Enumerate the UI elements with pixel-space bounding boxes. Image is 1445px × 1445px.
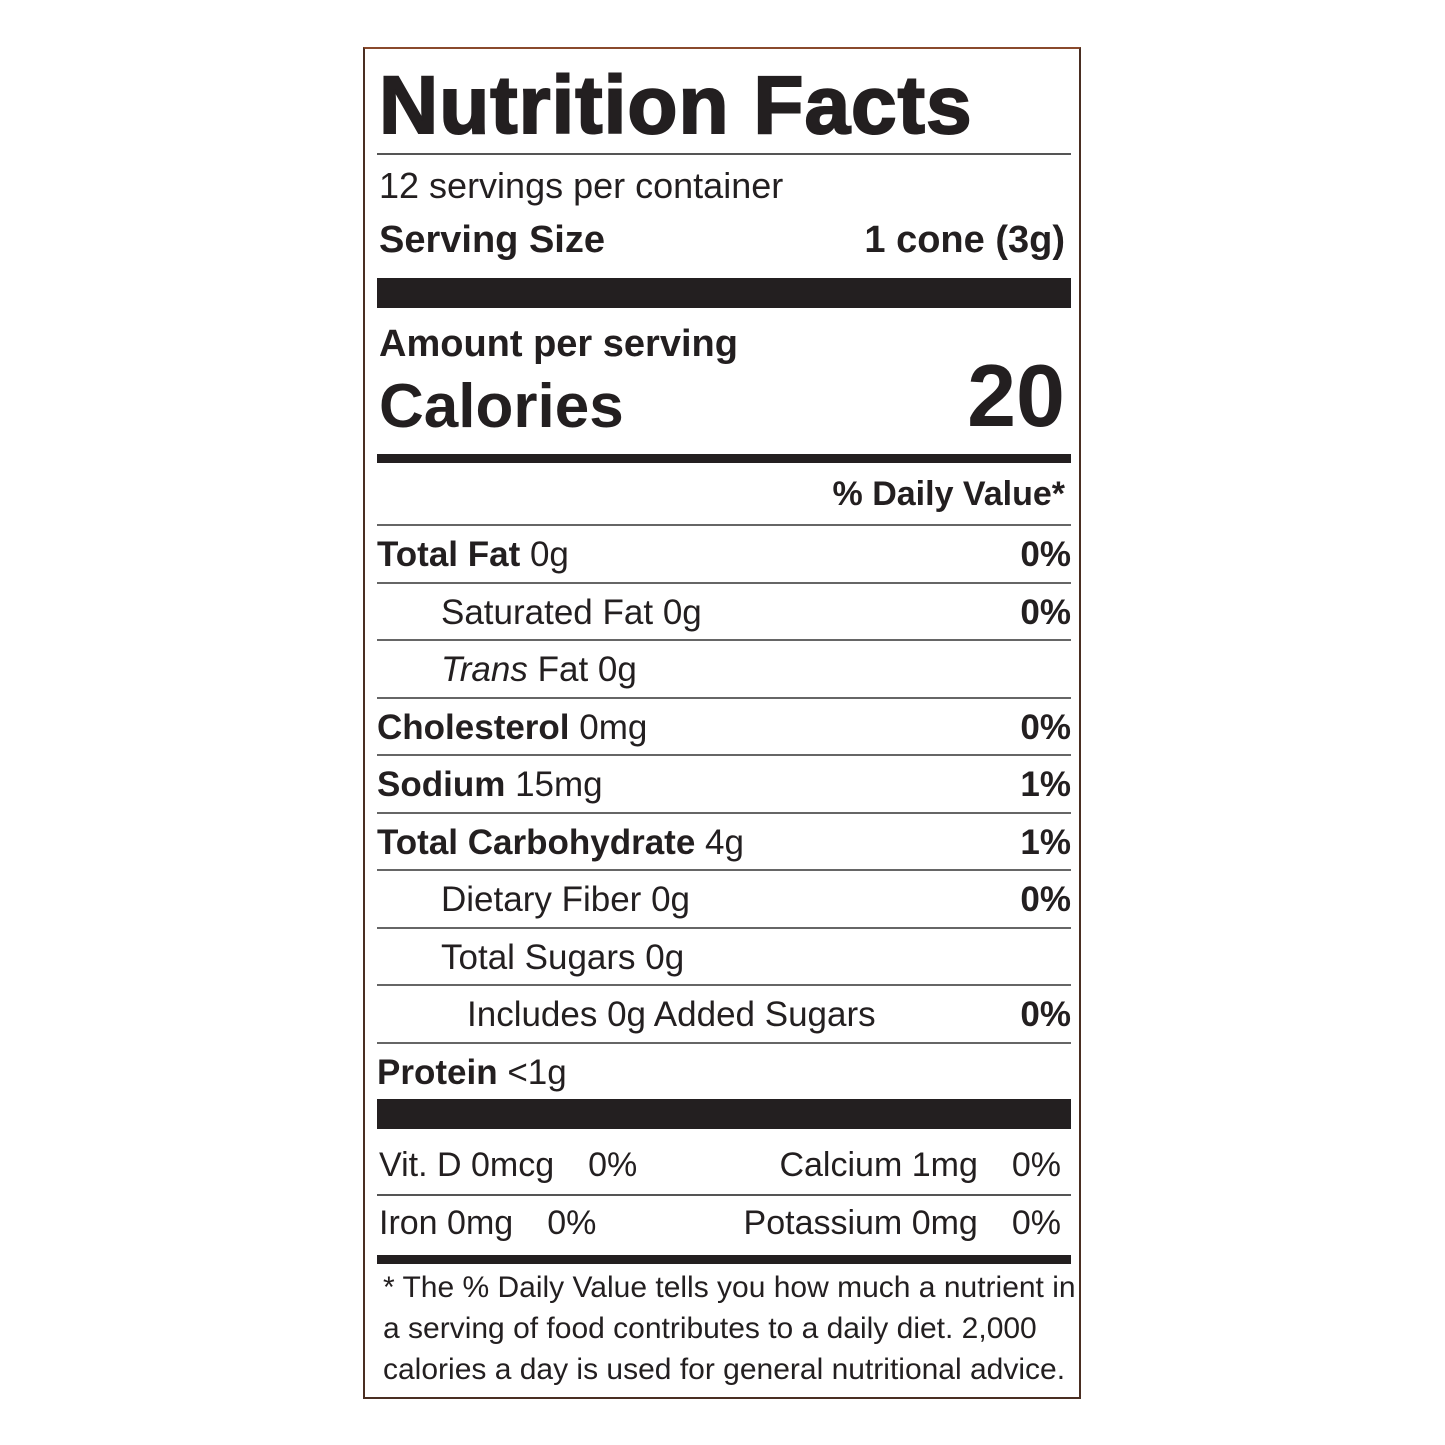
nutrient-name: Includes 0g Added Sugars bbox=[467, 995, 876, 1034]
nutrient-label: Includes 0g Added Sugars bbox=[467, 986, 876, 1043]
nutrient-name: Protein bbox=[377, 1052, 498, 1092]
calories-value: 20 bbox=[967, 346, 1065, 445]
nutrient-row: Saturated Fat 0g 0% bbox=[377, 581, 1071, 641]
nutrient-dv: 0% bbox=[1020, 880, 1071, 919]
nutrient-row: Total Carbohydrate 4g 1% bbox=[377, 811, 1071, 871]
nutrient-label: Cholesterol 0mg bbox=[377, 699, 647, 756]
vitamin-label: Vit. D 0mcg bbox=[379, 1146, 555, 1184]
footnote-line: calories a day is used for general nutri… bbox=[383, 1353, 1066, 1386]
nutrient-dv: 1% bbox=[1020, 765, 1071, 804]
nutrient-italic: Trans bbox=[441, 650, 528, 689]
vitamin: Potassium 0mg 0% bbox=[744, 1195, 1061, 1252]
nutrient-label: Total Sugars 0g bbox=[441, 929, 684, 986]
vitamin-dv: 0% bbox=[588, 1146, 638, 1184]
nutrient-amount: 0g bbox=[645, 937, 685, 977]
nutrient-row: Dietary Fiber 0g 0% bbox=[377, 869, 1071, 928]
serving-size-value: 1 cone (3g) bbox=[864, 219, 1065, 261]
nutrient-dv: 0% bbox=[1020, 995, 1071, 1034]
vitamin-dv: 0% bbox=[1011, 1204, 1061, 1242]
nutrient-dv: 1% bbox=[1020, 822, 1071, 862]
divider bbox=[377, 1194, 1071, 1196]
nutrient-name: Total Fat bbox=[377, 535, 521, 574]
vitamin-row: Vit. D 0mcg 0% Calcium 1mg 0% bbox=[377, 1137, 1061, 1194]
vitamin: Vit. D 0mcg 0% bbox=[379, 1137, 637, 1194]
calories-label: Calories bbox=[379, 372, 624, 441]
amount-per-serving: Amount per serving bbox=[379, 323, 738, 365]
nutrient-label: Dietary Fiber 0g bbox=[441, 871, 690, 928]
nutrient-name: Dietary Fiber bbox=[441, 880, 642, 919]
nutrient-amount: 0mg bbox=[579, 707, 648, 747]
nutrient-label: Sodium 15mg bbox=[377, 756, 603, 813]
vitamin-label: Calcium 1mg bbox=[779, 1146, 978, 1184]
nutrient-row: Sodium 15mg 1% bbox=[377, 754, 1071, 813]
daily-value-header: % Daily Value* bbox=[832, 475, 1065, 513]
title: Nutrition Facts bbox=[378, 59, 973, 152]
nutrient-name: Saturated Fat bbox=[441, 592, 654, 632]
nutrient-amount: 0g bbox=[597, 650, 637, 689]
nutrient-amount: <1g bbox=[507, 1052, 567, 1092]
footnote-line: a serving of food contributes to a daily… bbox=[383, 1312, 1037, 1345]
nutrient-label: Total Carbohydrate 4g bbox=[377, 814, 744, 871]
nutrient-amount: 0g bbox=[651, 880, 690, 919]
nutrient-label: Trans Fat 0g bbox=[441, 641, 637, 698]
nutrient-dv: 0% bbox=[1020, 535, 1071, 574]
nutrient-row: Cholesterol 0mg 0% bbox=[377, 696, 1071, 756]
servings: 12 servings per container bbox=[379, 165, 784, 206]
nutrient-name: Sodium bbox=[377, 765, 506, 804]
nutrient-label: Protein <1g bbox=[377, 1044, 567, 1101]
vitamin-dv: 0% bbox=[547, 1204, 597, 1242]
serving-size-label: Serving Size bbox=[379, 219, 605, 261]
nutrient-name: Total Carbohydrate bbox=[377, 822, 696, 862]
nutrient-row: Total Sugars 0g bbox=[377, 926, 1071, 986]
nutrient-amount: 15mg bbox=[515, 765, 603, 804]
nutrient-name: Total Sugars bbox=[441, 937, 636, 977]
nutrient-row: Includes 0g Added Sugars 0% bbox=[377, 984, 1071, 1043]
nutrient-row: Total Fat 0g 0% bbox=[377, 524, 1071, 583]
nutrient-amount: 0g bbox=[662, 592, 702, 632]
nutrient-name: Fat bbox=[537, 650, 589, 689]
nutrient-label: Total Fat 0g bbox=[377, 526, 569, 583]
vitamin-dv: 0% bbox=[1011, 1146, 1061, 1184]
vitamin: Calcium 1mg 0% bbox=[779, 1137, 1061, 1194]
nutrition-label: Nutrition Facts 12 servings per containe… bbox=[363, 47, 1081, 1399]
nutrient-amount: 0g bbox=[529, 535, 569, 574]
nutrient-row: Protein <1g bbox=[377, 1041, 1071, 1101]
nutrient-dv: 0% bbox=[1020, 707, 1071, 747]
nutrient-dv: 0% bbox=[1020, 592, 1071, 632]
nutrient-amount: 4g bbox=[705, 822, 744, 862]
vitamin: Iron 0mg 0% bbox=[379, 1195, 596, 1252]
vitamin-row: Iron 0mg 0% Potassium 0mg 0% bbox=[377, 1195, 1061, 1252]
nutrient-row: Trans Fat 0g bbox=[377, 639, 1071, 698]
footnote-line: * The % Daily Value tells you how much a… bbox=[383, 1271, 1076, 1304]
nutrient-label: Saturated Fat 0g bbox=[441, 584, 702, 641]
vitamin-label: Potassium 0mg bbox=[743, 1204, 978, 1242]
nutrient-name: Cholesterol bbox=[377, 707, 570, 747]
vitamin-label: Iron 0mg bbox=[379, 1204, 514, 1242]
